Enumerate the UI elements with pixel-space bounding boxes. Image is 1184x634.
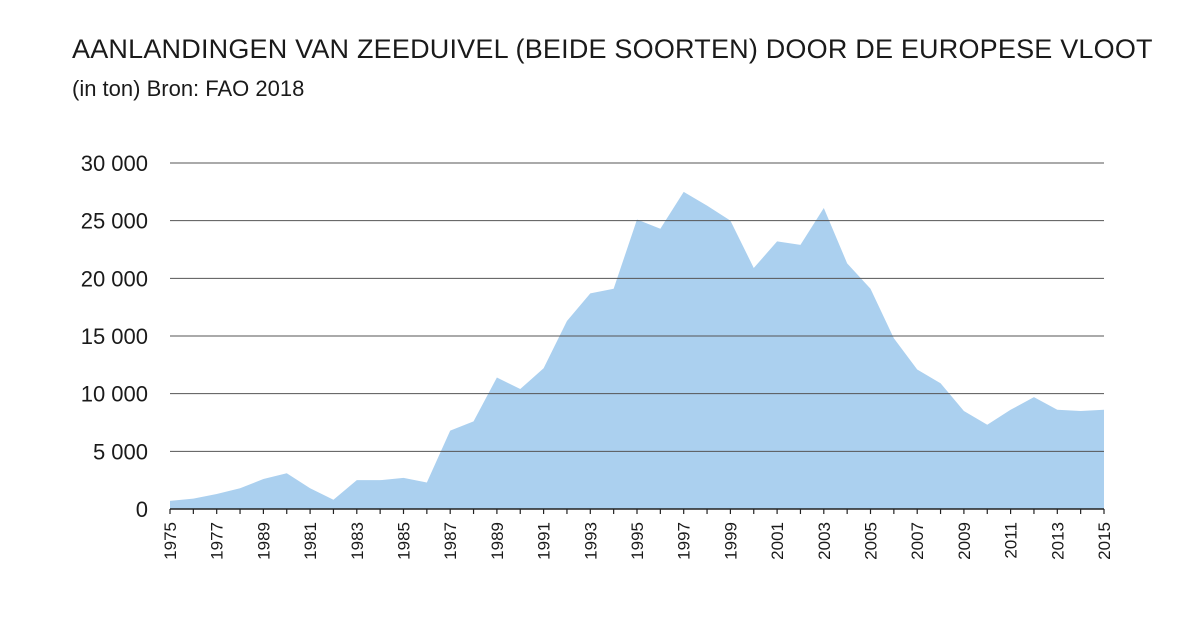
- x-tick-label: 1997: [675, 522, 694, 560]
- x-tick-label: 2005: [862, 522, 881, 560]
- x-tick-label: 1983: [348, 522, 367, 560]
- y-tick-label: 15 000: [81, 324, 148, 349]
- x-tick-label: 2009: [955, 522, 974, 560]
- y-tick-label: 10 000: [81, 382, 148, 407]
- x-tick-label: 1993: [581, 522, 600, 560]
- y-tick-label: 20 000: [81, 266, 148, 291]
- x-tick-label: 1991: [535, 522, 554, 560]
- grid-layer: [170, 162, 1104, 452]
- chart-subtitle: (in ton) Bron: FAO 2018: [72, 76, 305, 101]
- x-tick-label: 1989: [254, 522, 273, 560]
- x-tick-label: 2001: [768, 522, 787, 560]
- x-tick-label: 2011: [1002, 522, 1021, 559]
- x-tick-label: 2015: [1095, 522, 1114, 560]
- x-tick-label: 1981: [301, 522, 320, 560]
- x-tick-label: 1977: [208, 522, 227, 560]
- x-tick-label: 1989: [488, 522, 507, 560]
- y-tick-label: 5 000: [93, 439, 148, 464]
- x-tick-label: 2013: [1048, 522, 1067, 560]
- chart-title: AANLANDINGEN VAN ZEEDUIVEL (BEIDE SOORTE…: [72, 34, 1153, 64]
- x-tick-label: 1985: [395, 522, 414, 560]
- x-tick-label: 2007: [908, 522, 927, 560]
- y-tick-label: 30 000: [81, 151, 148, 176]
- y-tick-label: 25 000: [81, 209, 148, 234]
- x-axis: 1975 1977 1989 1981 1983 1985 1987 1989 1991 1993…: [161, 508, 1114, 560]
- area-layer: [170, 191, 1104, 509]
- x-tick-label: 1987: [441, 522, 460, 560]
- y-axis: 0 5 000 10 000 15 000 20 000 25 000 30 000: [81, 151, 148, 522]
- series-area: [170, 191, 1104, 509]
- x-tick-label: 1975: [161, 522, 180, 560]
- x-tick-label: 1995: [628, 522, 647, 560]
- x-tick-label: 1999: [721, 522, 740, 560]
- x-tick-label: 2003: [815, 522, 834, 560]
- y-tick-label: 0: [136, 497, 148, 522]
